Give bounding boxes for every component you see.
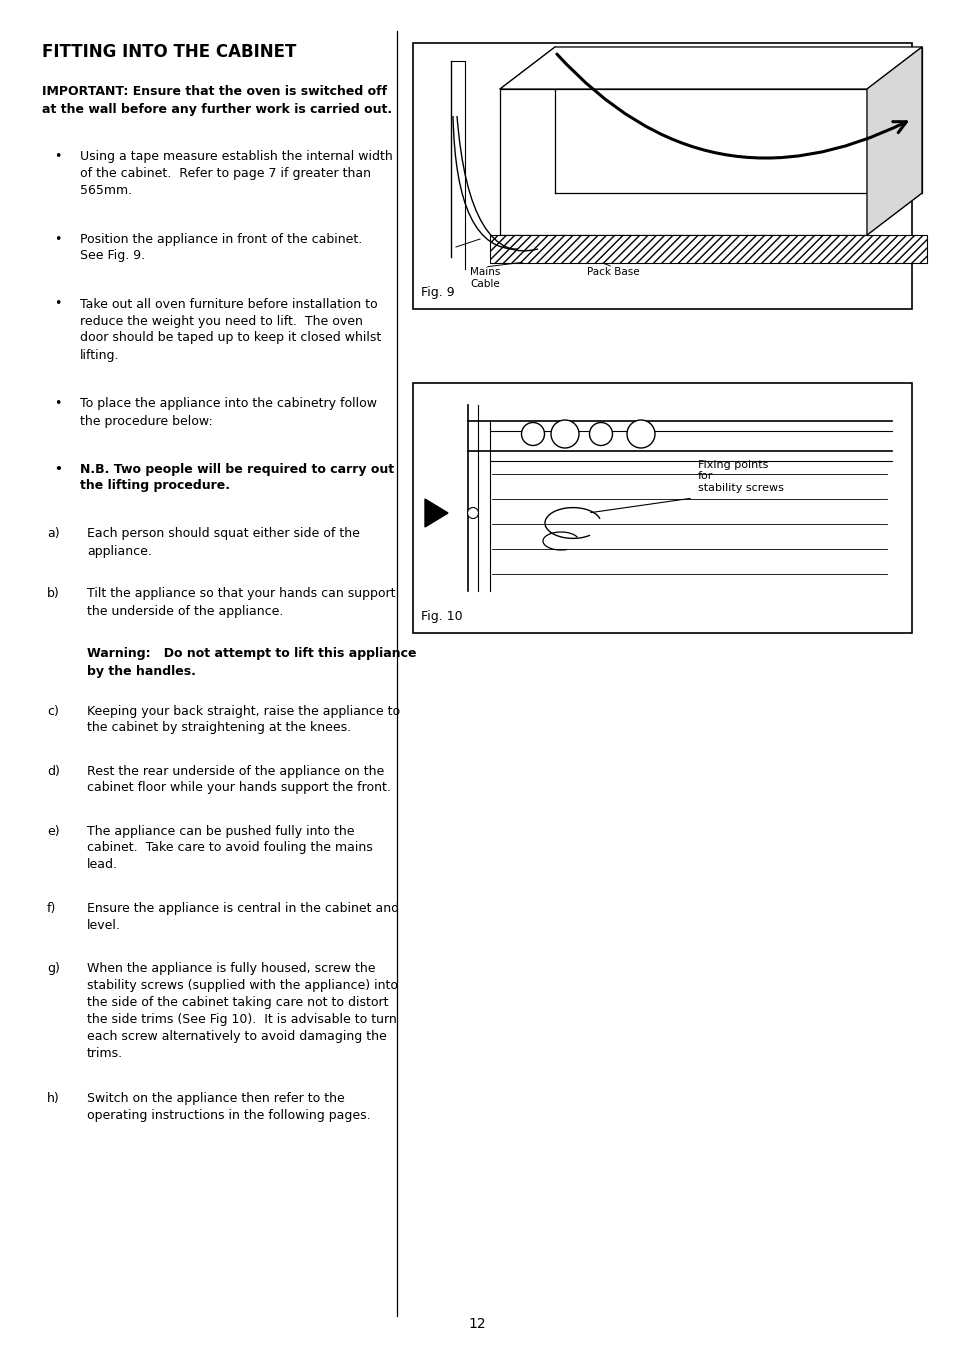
Text: Tilt the appliance so that your hands can support
the underside of the appliance: Tilt the appliance so that your hands ca… <box>87 588 395 617</box>
Text: To place the appliance into the cabinetry follow
the procedure below:: To place the appliance into the cabinetr… <box>80 397 376 427</box>
Text: •: • <box>54 232 61 246</box>
Polygon shape <box>424 499 448 527</box>
Text: •: • <box>54 462 62 476</box>
Circle shape <box>521 423 544 446</box>
Text: •: • <box>54 397 61 411</box>
Text: Using a tape measure establish the internal width
of the cabinet.  Refer to page: Using a tape measure establish the inter… <box>80 150 393 197</box>
Text: IMPORTANT: Ensure that the oven is switched off
at the wall before any further w: IMPORTANT: Ensure that the oven is switc… <box>42 85 392 116</box>
Text: f): f) <box>47 902 56 915</box>
Polygon shape <box>499 47 921 89</box>
Polygon shape <box>866 47 921 235</box>
Circle shape <box>467 508 478 519</box>
Text: b): b) <box>47 588 60 600</box>
Text: Mains
Cable: Mains Cable <box>469 267 499 289</box>
Text: Warning:   Do not attempt to lift this appliance
by the handles.: Warning: Do not attempt to lift this app… <box>87 647 416 677</box>
Text: N.B. Two people will be required to carry out
the lifting procedure.: N.B. Two people will be required to carr… <box>80 462 394 493</box>
Text: Fixing points
for
stability screws: Fixing points for stability screws <box>698 459 783 493</box>
Bar <box>413 382 911 634</box>
Text: Position the appliance in front of the cabinet.
See Fig. 9.: Position the appliance in front of the c… <box>80 232 362 262</box>
Bar <box>490 235 926 263</box>
Text: FITTING INTO THE CABINET: FITTING INTO THE CABINET <box>42 43 296 61</box>
Text: Switch on the appliance then refer to the
operating instructions in the followin: Switch on the appliance then refer to th… <box>87 1092 370 1121</box>
Text: When the appliance is fully housed, screw the
stability screws (supplied with th: When the appliance is fully housed, scre… <box>87 962 397 1061</box>
Circle shape <box>551 420 578 449</box>
Text: The appliance can be pushed fully into the
cabinet.  Take care to avoid fouling : The appliance can be pushed fully into t… <box>87 824 373 871</box>
Bar <box>413 43 911 309</box>
Text: h): h) <box>47 1092 60 1105</box>
Text: g): g) <box>47 962 60 975</box>
Circle shape <box>626 420 655 449</box>
Text: Fig. 9: Fig. 9 <box>420 286 455 299</box>
Text: •: • <box>54 150 61 163</box>
Text: Take out all oven furniture before installation to
reduce the weight you need to: Take out all oven furniture before insta… <box>80 297 381 362</box>
Text: Rest the rear underside of the appliance on the
cabinet floor while your hands s: Rest the rear underside of the appliance… <box>87 765 391 794</box>
Text: Fig. 10: Fig. 10 <box>420 611 462 623</box>
Text: •: • <box>54 297 61 311</box>
Text: Each person should squat either side of the
appliance.: Each person should squat either side of … <box>87 527 359 558</box>
Text: d): d) <box>47 765 60 777</box>
Text: c): c) <box>47 704 59 717</box>
Text: Keeping your back straight, raise the appliance to
the cabinet by straightening : Keeping your back straight, raise the ap… <box>87 704 399 735</box>
FancyArrowPatch shape <box>557 54 905 158</box>
Circle shape <box>589 423 612 446</box>
Text: Ensure the appliance is central in the cabinet and
level.: Ensure the appliance is central in the c… <box>87 902 398 932</box>
Text: e): e) <box>47 824 59 838</box>
Text: a): a) <box>47 527 59 540</box>
Text: Pack Base: Pack Base <box>586 267 639 277</box>
Text: 12: 12 <box>468 1317 485 1331</box>
